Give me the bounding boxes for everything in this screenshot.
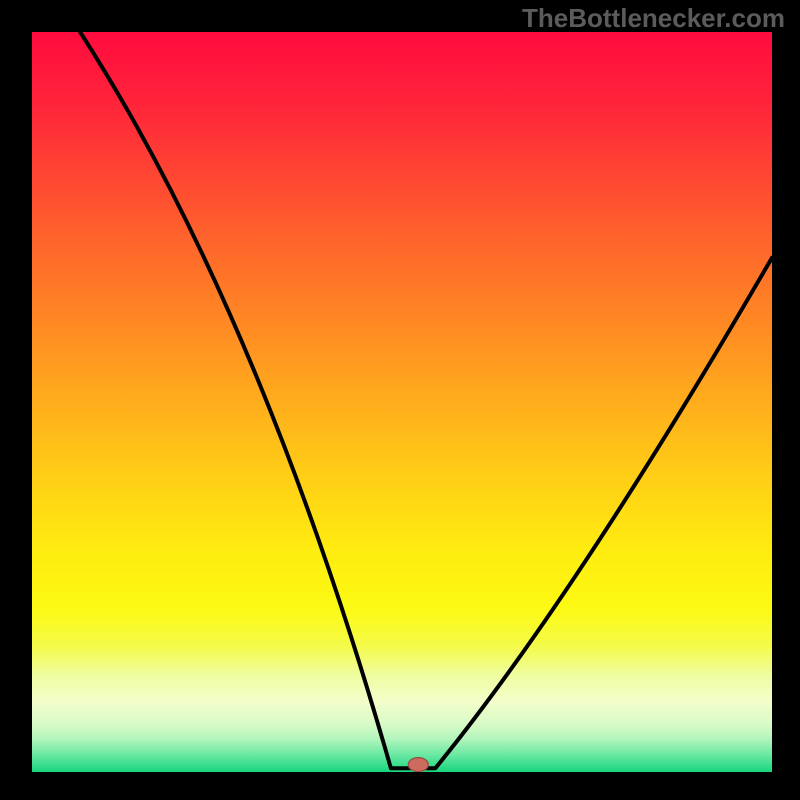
plot-area bbox=[32, 32, 772, 772]
minimum-marker bbox=[408, 758, 428, 772]
curve-layer bbox=[32, 32, 772, 772]
watermark-text: TheBottlenecker.com bbox=[522, 3, 785, 34]
bottleneck-curve bbox=[80, 32, 772, 768]
chart-root: TheBottlenecker.com bbox=[0, 0, 800, 800]
